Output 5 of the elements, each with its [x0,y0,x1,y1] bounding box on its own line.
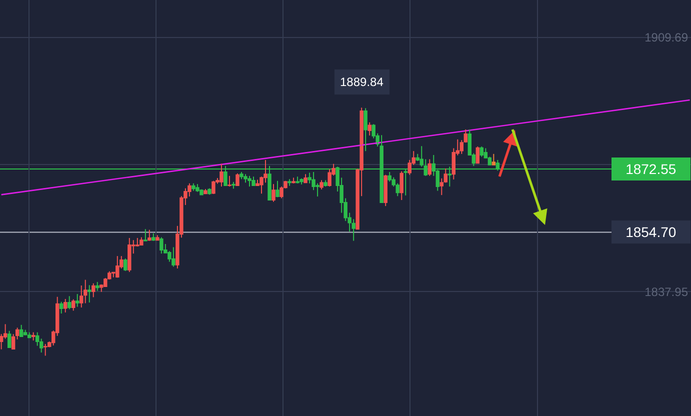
annotation: 1889.84 [340,75,384,89]
y-tick-label: 1909.69 [644,30,688,44]
y-tick-label: 1837.95 [644,284,688,299]
ref-line-label: 1854.70 [626,224,676,240]
ref-line-label: 1872.55 [626,161,676,177]
